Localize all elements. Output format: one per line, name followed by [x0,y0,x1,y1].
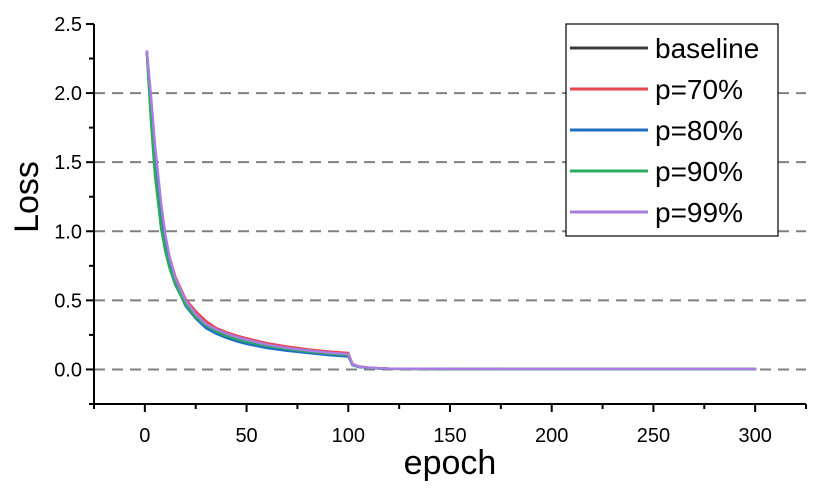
y-tick-label-1: 0.5 [54,290,82,312]
y-tick-label-2: 1.0 [54,221,82,243]
x-tick-label-0: 0 [139,425,150,447]
x-axis-title: epoch [404,444,497,482]
series-line-4 [145,50,757,371]
gridlines [94,92,806,371]
x-tick-label-4: 200 [535,425,568,447]
y-tick-label-4: 2.0 [54,83,82,105]
series-lines [145,50,757,371]
legend: baseline p=70% p=80% p=90% p=99% [565,23,779,237]
legend-label-1: p=70% [655,74,743,105]
x-tick-label-6: 300 [738,425,771,447]
y-tick-label-5: 2.5 [54,14,82,36]
y-tick-label-0: 0.0 [54,359,82,381]
y-axis-title: Loss [8,161,46,233]
legend-label-2: p=80% [655,115,743,146]
x-tick-label-3: 150 [433,425,466,447]
tick-marks [86,23,807,412]
y-tick-label-3: 1.5 [54,152,82,174]
tick-labels: 0.0 0.5 1.0 1.5 2.0 2.5 0 50 100 150 200 250 300 [54,14,772,447]
legend-label-0: baseline [655,33,759,64]
x-tick-label-5: 250 [637,425,670,447]
legend-label-4: p=99% [655,197,743,228]
x-tick-label-1: 50 [235,425,257,447]
legend-label-3: p=90% [655,156,743,187]
x-tick-label-2: 100 [332,425,365,447]
